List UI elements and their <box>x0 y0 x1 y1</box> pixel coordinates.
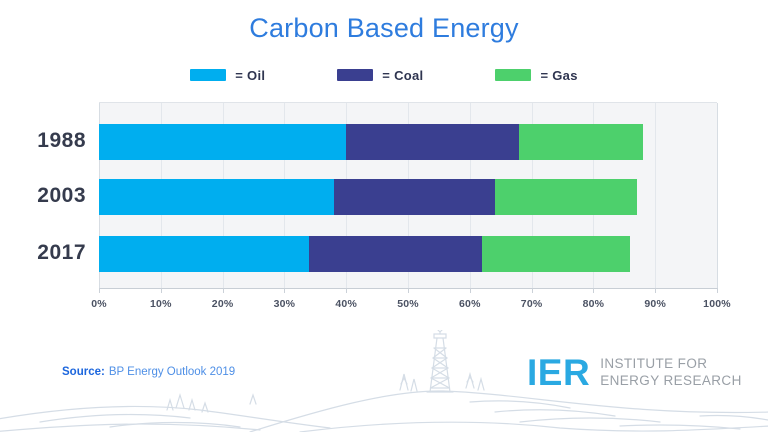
legend-item: = Coal <box>337 68 423 83</box>
x-tick-label: 10% <box>149 298 172 310</box>
bar-row-2003 <box>99 179 637 215</box>
x-tick-label: 80% <box>582 298 605 310</box>
legend-swatch <box>337 69 374 81</box>
bar-segment-coal-2003 <box>333 179 495 215</box>
gridline <box>717 103 718 289</box>
x-axis-tick <box>593 288 595 293</box>
x-tick-label: 60% <box>458 298 481 310</box>
legend-swatch <box>190 69 227 81</box>
bar-segment-gas-2003 <box>494 179 637 215</box>
bar-row-2017 <box>99 236 631 272</box>
legend-swatch <box>495 69 532 81</box>
source-text: BP Energy Outlook 2019 <box>108 366 236 378</box>
legend-item: = Oil <box>190 68 265 83</box>
x-axis-tick <box>717 288 718 293</box>
x-tick-label: 20% <box>211 298 234 310</box>
x-axis-tick <box>346 288 348 293</box>
bar-row-1988 <box>99 124 643 160</box>
x-axis-tick <box>160 288 162 293</box>
bar-segment-gas-2017 <box>482 236 631 272</box>
legend-item: = Gas <box>495 68 577 83</box>
source-note: Source: BP Energy Outlook 2019 <box>62 366 235 378</box>
bar-segment-gas-1988 <box>519 124 643 160</box>
ier-logo: IER INSTITUTE FOR ENERGY RESEARCH <box>527 354 742 391</box>
x-tick-label: 70% <box>520 298 543 310</box>
ier-logo-name-line1: INSTITUTE FOR <box>600 356 708 372</box>
legend-label: = Coal <box>382 67 424 83</box>
chart-title: Carbon Based Energy <box>249 13 519 43</box>
x-tick-label: 30% <box>273 298 296 310</box>
bar-segment-oil-2017 <box>99 236 310 272</box>
legend-label: = Gas <box>540 67 578 83</box>
plot-area <box>99 102 718 289</box>
legend-label: = Oil <box>235 67 266 83</box>
ier-logo-acronym: IER <box>527 352 591 393</box>
x-axis-tick <box>284 288 286 293</box>
x-tick-label: 50% <box>397 298 419 310</box>
x-tick-label: 90% <box>644 298 666 310</box>
x-axis-tick <box>222 288 224 293</box>
y-axis-label-1988: 1988 <box>37 129 86 152</box>
x-axis-tick <box>655 288 657 293</box>
gridline <box>655 103 657 289</box>
ier-logo-name: INSTITUTE FOR ENERGY RESEARCH <box>600 356 742 388</box>
ier-logo-name-line2: ENERGY RESEARCH <box>600 372 742 388</box>
x-tick-label: 100% <box>703 298 731 310</box>
bar-segment-oil-1988 <box>99 124 347 160</box>
bar-segment-oil-2003 <box>99 179 334 215</box>
x-tick-label: 40% <box>335 298 357 310</box>
x-axis-tick <box>469 288 471 293</box>
x-axis-tick <box>531 288 533 293</box>
x-axis-tick <box>99 288 100 293</box>
bar-segment-coal-1988 <box>346 124 520 160</box>
x-tick-label: 0% <box>91 298 107 310</box>
y-axis-label-2003: 2003 <box>37 184 86 207</box>
source-label: Source: <box>62 366 105 378</box>
hills-derrick-illustration <box>0 330 768 432</box>
y-axis-label-2017: 2017 <box>37 241 86 264</box>
bar-segment-coal-2017 <box>309 236 483 272</box>
x-axis-tick <box>408 288 409 293</box>
legend: = Oil = Coal = Gas <box>0 65 768 85</box>
